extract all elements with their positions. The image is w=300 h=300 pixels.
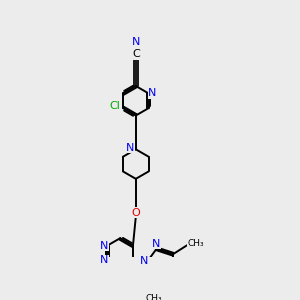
Text: N: N: [148, 88, 157, 98]
Text: C: C: [132, 49, 140, 59]
Text: CH₃: CH₃: [146, 294, 162, 300]
Text: Cl: Cl: [109, 101, 120, 111]
Text: CH₃: CH₃: [188, 239, 205, 248]
Text: O: O: [131, 208, 140, 218]
Text: N: N: [152, 239, 161, 249]
Text: N: N: [132, 37, 140, 47]
Text: N: N: [100, 255, 108, 265]
Text: N: N: [100, 241, 108, 250]
Text: N: N: [140, 256, 148, 266]
Text: N: N: [126, 143, 134, 153]
